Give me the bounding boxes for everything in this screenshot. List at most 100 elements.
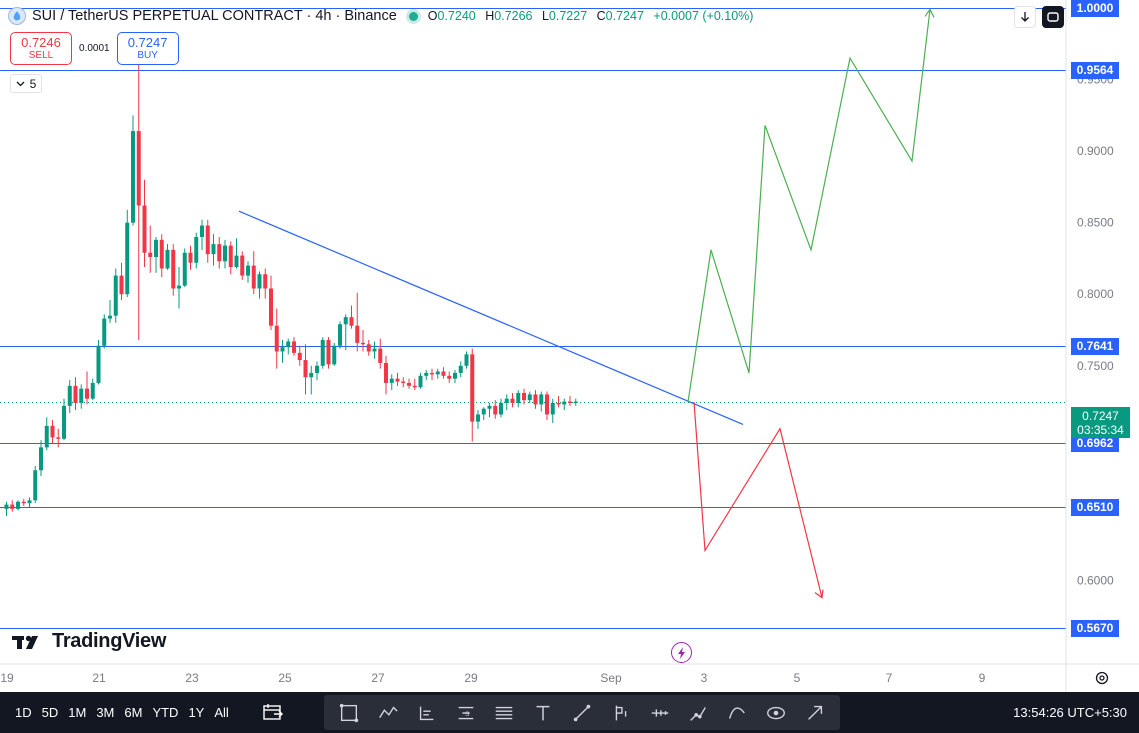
date-range-icon[interactable]	[262, 702, 284, 722]
candle-body	[154, 239, 158, 258]
path-tool[interactable]	[686, 701, 710, 725]
candle-body	[499, 402, 503, 415]
buy-button[interactable]: 0.7247 BUY	[116, 32, 179, 65]
brush-tool[interactable]	[609, 701, 633, 725]
candle-body	[228, 245, 233, 268]
candle-body	[177, 285, 181, 289]
period-all[interactable]: All	[214, 705, 229, 720]
short-position-tool[interactable]: S	[454, 701, 478, 725]
candle	[85, 371, 89, 405]
candle-body	[395, 378, 400, 382]
candle-body	[257, 274, 262, 289]
period-ytd[interactable]: YTD	[152, 705, 179, 720]
candle	[21, 498, 26, 507]
sell-button[interactable]: 0.7246 SELL	[10, 32, 72, 65]
bearish-arrowhead	[814, 589, 824, 599]
candle	[303, 344, 308, 395]
ohlc-low: 0.7227	[548, 9, 588, 23]
ohlc-high: 0.7266	[494, 9, 533, 23]
candle-body	[142, 205, 147, 253]
period-1y[interactable]: 1Y	[188, 705, 205, 720]
indicators-toggle[interactable]: 5	[10, 74, 42, 93]
bar-countdown: 03:35:34	[1077, 423, 1124, 437]
period-6m[interactable]: 6M	[124, 705, 143, 720]
candle-body	[280, 347, 285, 352]
eye-tool[interactable]	[764, 701, 788, 725]
candle-body	[96, 345, 101, 383]
period-selector: 1D 5D 1M 3M 6M YTD 1Y All	[10, 692, 234, 733]
candle	[447, 371, 452, 383]
candle	[504, 394, 509, 411]
candle	[131, 115, 135, 226]
candle	[171, 244, 176, 296]
candle	[154, 236, 158, 273]
candle	[556, 395, 561, 408]
bottom-toolbar: 1D 5D 1M 3M 6M YTD 1Y All S 13:54:26 UTC…	[0, 692, 1139, 733]
candle	[39, 440, 43, 476]
curve-tool[interactable]	[725, 701, 749, 725]
arrow-tool[interactable]	[803, 701, 827, 725]
y-axis-tick-label: 0.7500	[1077, 359, 1114, 373]
ruler-tool[interactable]	[648, 701, 672, 725]
period-1m[interactable]: 1M	[68, 705, 87, 720]
candle-body	[481, 408, 486, 415]
trendline-tool[interactable]	[570, 701, 594, 725]
text-tool[interactable]	[531, 701, 555, 725]
ohlc-close: 0.7247	[605, 9, 644, 23]
candle-body	[171, 249, 176, 289]
crosshair-tool[interactable]	[337, 701, 361, 725]
candle	[424, 370, 429, 381]
pattern-tool[interactable]	[376, 701, 400, 725]
long-position-tool[interactable]	[415, 701, 439, 725]
tradingview-logo[interactable]: TradingView	[12, 630, 166, 653]
candle-body	[251, 265, 256, 289]
candle	[545, 391, 549, 421]
candle-body	[550, 402, 555, 415]
candle	[349, 305, 354, 329]
settings-gear-icon[interactable]	[1094, 670, 1110, 686]
period-5d[interactable]: 5D	[41, 705, 59, 720]
candle-body	[493, 405, 498, 415]
candle-body	[90, 382, 95, 399]
candle-body	[430, 372, 434, 375]
candle-body	[476, 414, 480, 422]
symbol-title[interactable]: SUI / TetherUS PERPETUAL CONTRACT · 4h ·…	[32, 8, 397, 24]
scroll-down-button[interactable]	[1014, 6, 1036, 28]
candle-body	[516, 392, 521, 403]
period-3m[interactable]: 3M	[96, 705, 115, 720]
x-axis-tick-label: 19	[0, 671, 14, 685]
candle-body	[464, 354, 469, 366]
candle	[165, 244, 170, 270]
chevron-down-icon	[16, 81, 25, 86]
fib-tool[interactable]	[492, 701, 516, 725]
candle	[326, 337, 331, 369]
candle	[136, 55, 141, 341]
candle-body	[159, 239, 164, 269]
candle	[280, 340, 285, 363]
candle-body	[487, 405, 492, 409]
candle	[361, 330, 365, 352]
candle-body	[412, 385, 417, 388]
candle	[384, 355, 388, 395]
candle-body	[309, 372, 314, 378]
candle	[234, 238, 239, 269]
events-icon[interactable]	[671, 642, 692, 663]
candle	[142, 179, 147, 268]
candle	[343, 314, 348, 351]
candle-body	[389, 378, 394, 383]
period-1d[interactable]: 1D	[15, 705, 32, 720]
candle-body	[504, 398, 509, 403]
current-price-label: 0.7247 03:35:34	[1071, 407, 1130, 438]
candle-body	[545, 394, 549, 415]
fullscreen-button[interactable]	[1042, 6, 1064, 28]
candle-body	[113, 275, 118, 316]
level-price-label: 0.6510	[1071, 498, 1119, 516]
candle	[274, 308, 279, 369]
candle	[4, 501, 9, 517]
clock[interactable]: 13:54:26 UTC+5:30	[1013, 705, 1127, 720]
candle-body	[240, 255, 245, 276]
ohlc-change: +0.0007 (+0.10%)	[653, 9, 754, 23]
candle-body	[136, 131, 141, 206]
candle	[338, 321, 342, 349]
